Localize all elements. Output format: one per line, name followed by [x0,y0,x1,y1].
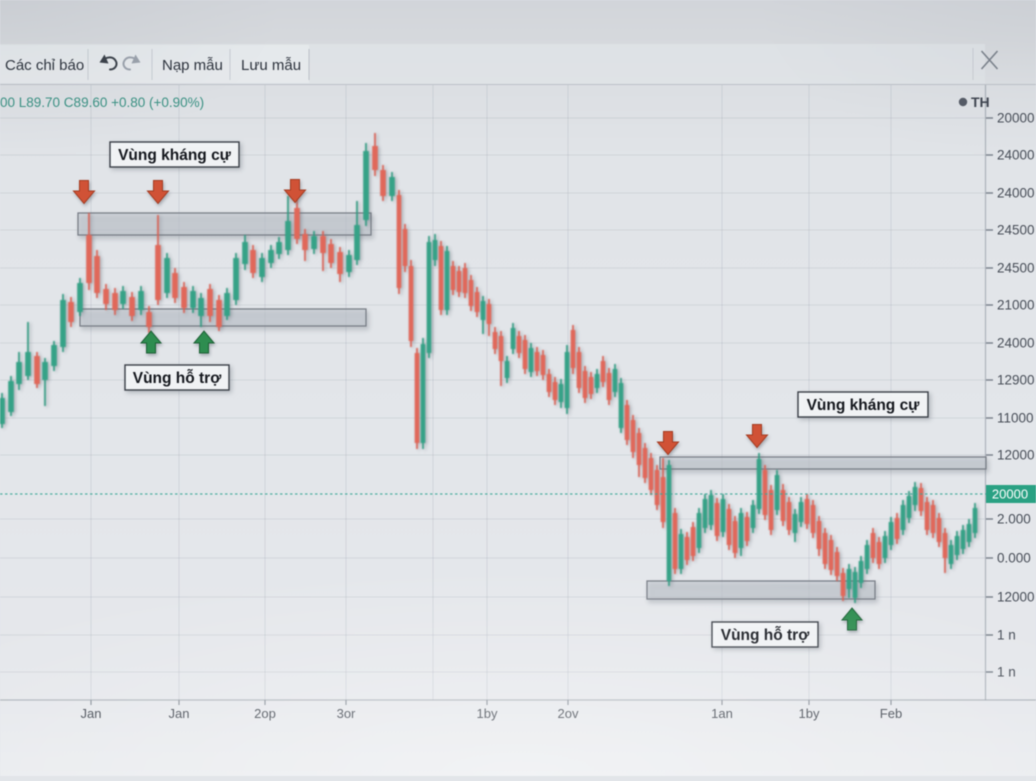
svg-text:11000: 11000 [997,411,1034,426]
svg-text:21000: 21000 [997,298,1035,313]
svg-text:24000: 24000 [997,336,1035,351]
svg-text:Vùng kháng cự: Vùng kháng cự [807,397,921,414]
svg-text:Vùng hỗ trợ: Vùng hỗ trợ [133,370,222,387]
svg-text:12900: 12900 [997,373,1035,388]
svg-text:12000: 12000 [997,448,1035,463]
